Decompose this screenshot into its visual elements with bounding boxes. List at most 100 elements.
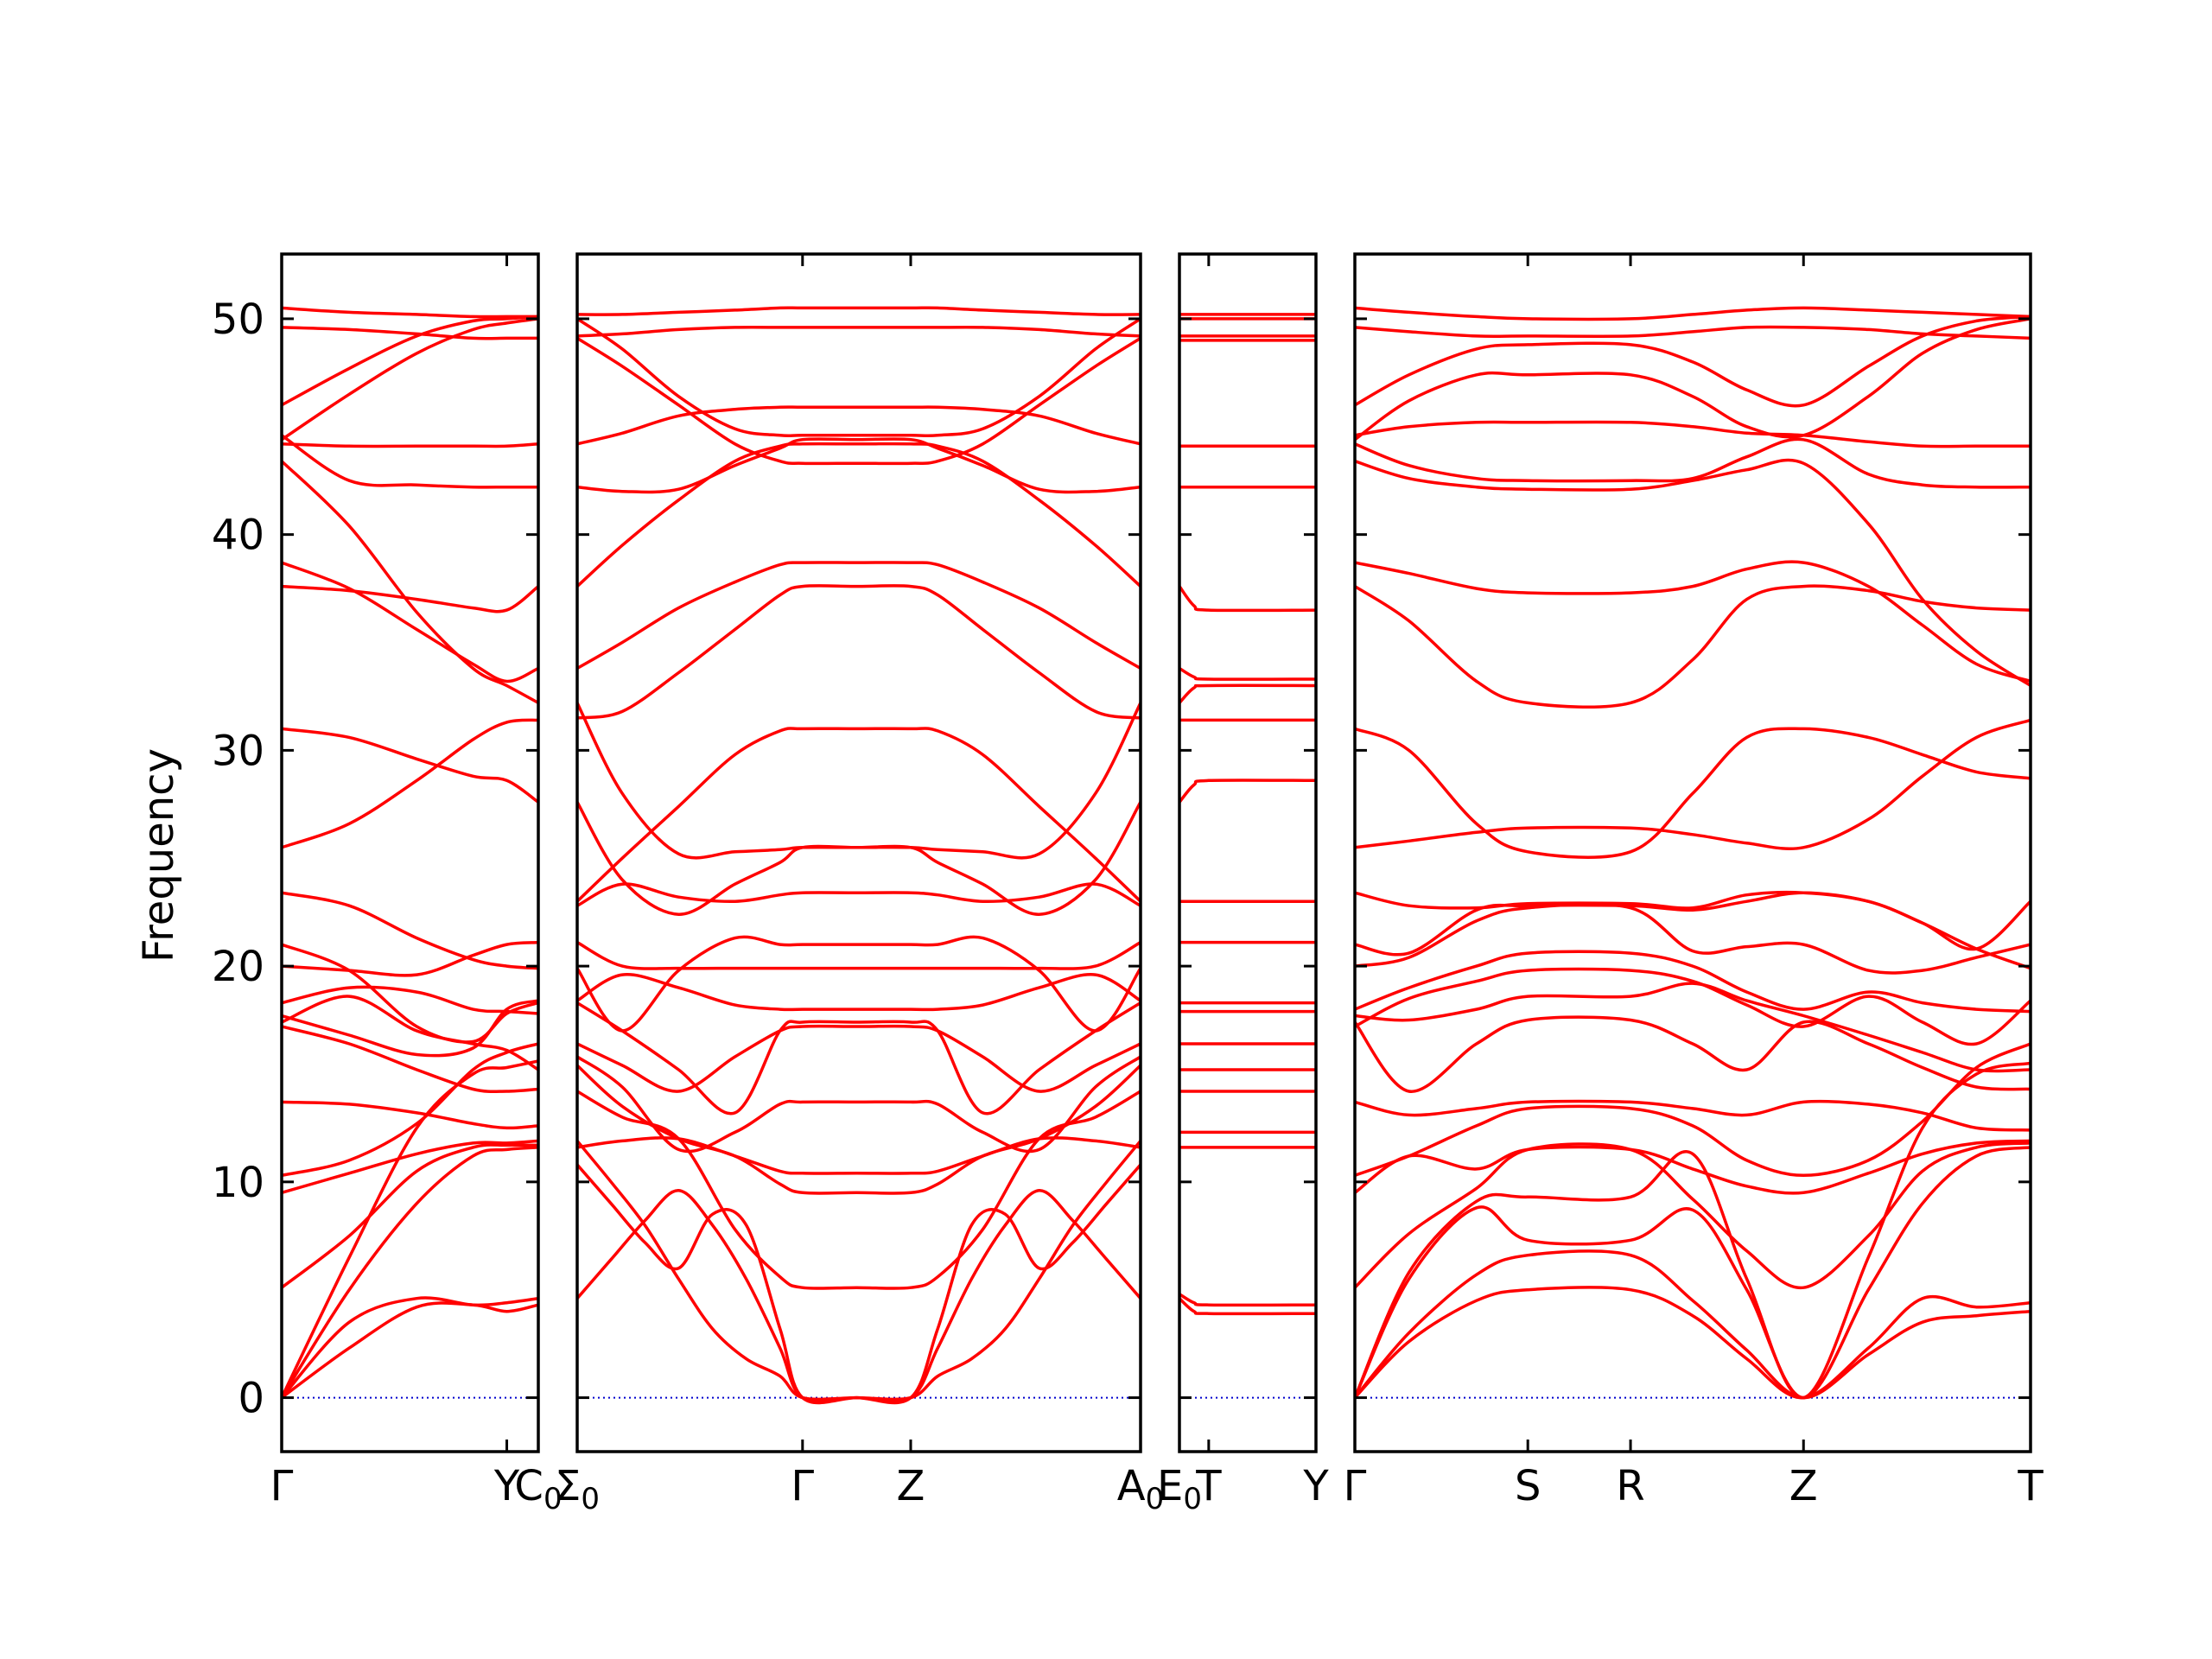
band-line bbox=[577, 1189, 1141, 1403]
band-line bbox=[1179, 683, 1316, 705]
band-line bbox=[282, 1025, 538, 1094]
band-line bbox=[577, 584, 1141, 720]
band-line bbox=[1179, 779, 1316, 804]
band-line bbox=[577, 336, 1141, 466]
band-line bbox=[1355, 1286, 2031, 1400]
band-line bbox=[577, 1136, 1141, 1175]
band-line bbox=[577, 306, 1141, 316]
band-line bbox=[1355, 306, 2031, 321]
band-line bbox=[282, 943, 538, 1044]
band-line bbox=[282, 1143, 538, 1289]
band-line bbox=[282, 1059, 538, 1400]
band-line bbox=[282, 317, 538, 442]
band-line bbox=[1355, 1099, 2031, 1132]
band-line bbox=[1355, 437, 2031, 489]
band-line bbox=[282, 891, 538, 970]
band-line bbox=[282, 459, 538, 705]
band-group bbox=[282, 306, 538, 1400]
y-tick-label: 40 bbox=[212, 512, 264, 560]
band-line bbox=[282, 1146, 538, 1400]
x-tick-label: S bbox=[1515, 1462, 1541, 1510]
band-line bbox=[1355, 1146, 2031, 1400]
x-tick-label: C0 bbox=[514, 1462, 562, 1516]
band-line bbox=[577, 1001, 1141, 1116]
band-line bbox=[1355, 950, 2031, 1014]
panel-1: Γ YC0 0 10 20 30 40 50 bbox=[212, 252, 563, 1516]
band-line bbox=[1355, 967, 2031, 1046]
band-line bbox=[577, 325, 1141, 338]
band-line bbox=[282, 1296, 538, 1400]
band-line bbox=[577, 405, 1141, 446]
band-line bbox=[282, 1100, 538, 1130]
band-line bbox=[577, 317, 1141, 438]
band-line bbox=[282, 306, 538, 319]
x-tick-label: Σ0 bbox=[555, 1462, 600, 1516]
band-line bbox=[282, 999, 538, 1058]
band-line bbox=[1179, 584, 1316, 613]
band-line bbox=[282, 326, 538, 340]
band-group bbox=[1179, 313, 1316, 1316]
band-line bbox=[577, 882, 1141, 907]
band-line bbox=[282, 434, 538, 489]
band-line bbox=[1355, 560, 2031, 683]
band-line bbox=[577, 1139, 1141, 1402]
band-line bbox=[577, 973, 1141, 1012]
x-tick-label: Γ bbox=[1344, 1462, 1367, 1510]
x-tick-label: Z bbox=[897, 1462, 925, 1510]
band-line bbox=[282, 718, 538, 849]
band-line bbox=[282, 1301, 538, 1400]
band-line bbox=[282, 561, 538, 683]
band-line bbox=[1355, 718, 2031, 851]
y-tick-label: 10 bbox=[212, 1159, 264, 1207]
band-line bbox=[577, 935, 1141, 1033]
band-line bbox=[577, 1024, 1141, 1093]
band-line bbox=[282, 995, 538, 1071]
panel-2: Σ0 Γ Z A0 bbox=[555, 252, 1164, 1516]
band-line bbox=[1355, 1139, 2031, 1195]
band-line bbox=[1179, 666, 1316, 681]
band-line bbox=[577, 940, 1141, 970]
band-line bbox=[577, 800, 1141, 916]
band-line bbox=[282, 985, 538, 1015]
x-tick-label: R bbox=[1616, 1462, 1644, 1510]
band-line bbox=[1355, 458, 2031, 688]
band-line bbox=[1355, 315, 2031, 408]
band-line bbox=[1355, 584, 2031, 709]
band-line bbox=[1355, 317, 2031, 442]
band-line bbox=[1355, 902, 2031, 975]
axes-frame bbox=[1353, 252, 2032, 1453]
y-tick-label: 0 bbox=[238, 1375, 264, 1423]
band-line bbox=[577, 437, 1141, 494]
band-line bbox=[282, 584, 538, 613]
band-line bbox=[577, 727, 1141, 903]
y-axis-label: Frequency bbox=[135, 748, 183, 963]
axes-frame bbox=[280, 252, 540, 1453]
x-tick-label: Y bbox=[1302, 1462, 1329, 1510]
band-line bbox=[1355, 325, 2031, 340]
x-tick-label: E0 bbox=[1157, 1462, 1202, 1516]
y-tick-label: 30 bbox=[212, 727, 264, 775]
axes-frame bbox=[575, 252, 1142, 1453]
band-line bbox=[1355, 420, 2031, 448]
y-tick-label: 20 bbox=[212, 943, 264, 991]
band-line bbox=[577, 442, 1141, 588]
band-line bbox=[282, 727, 538, 804]
band-line bbox=[1355, 890, 2031, 951]
panel-3: E0T Y bbox=[1157, 252, 1329, 1516]
band-group bbox=[577, 306, 1141, 1405]
band-line bbox=[577, 701, 1141, 860]
band-line bbox=[1355, 1249, 2031, 1400]
band-line bbox=[1179, 1296, 1316, 1316]
x-tick-label: Y bbox=[493, 1462, 520, 1510]
x-tick-label: Γ bbox=[270, 1462, 294, 1510]
band-line bbox=[282, 315, 538, 407]
band-line bbox=[577, 561, 1141, 671]
x-tick-label: T bbox=[2017, 1462, 2044, 1510]
axes-frame bbox=[1178, 252, 1318, 1453]
x-tick-label: A0 bbox=[1117, 1462, 1164, 1516]
band-line bbox=[282, 442, 538, 448]
band-line bbox=[1355, 1141, 2031, 1289]
